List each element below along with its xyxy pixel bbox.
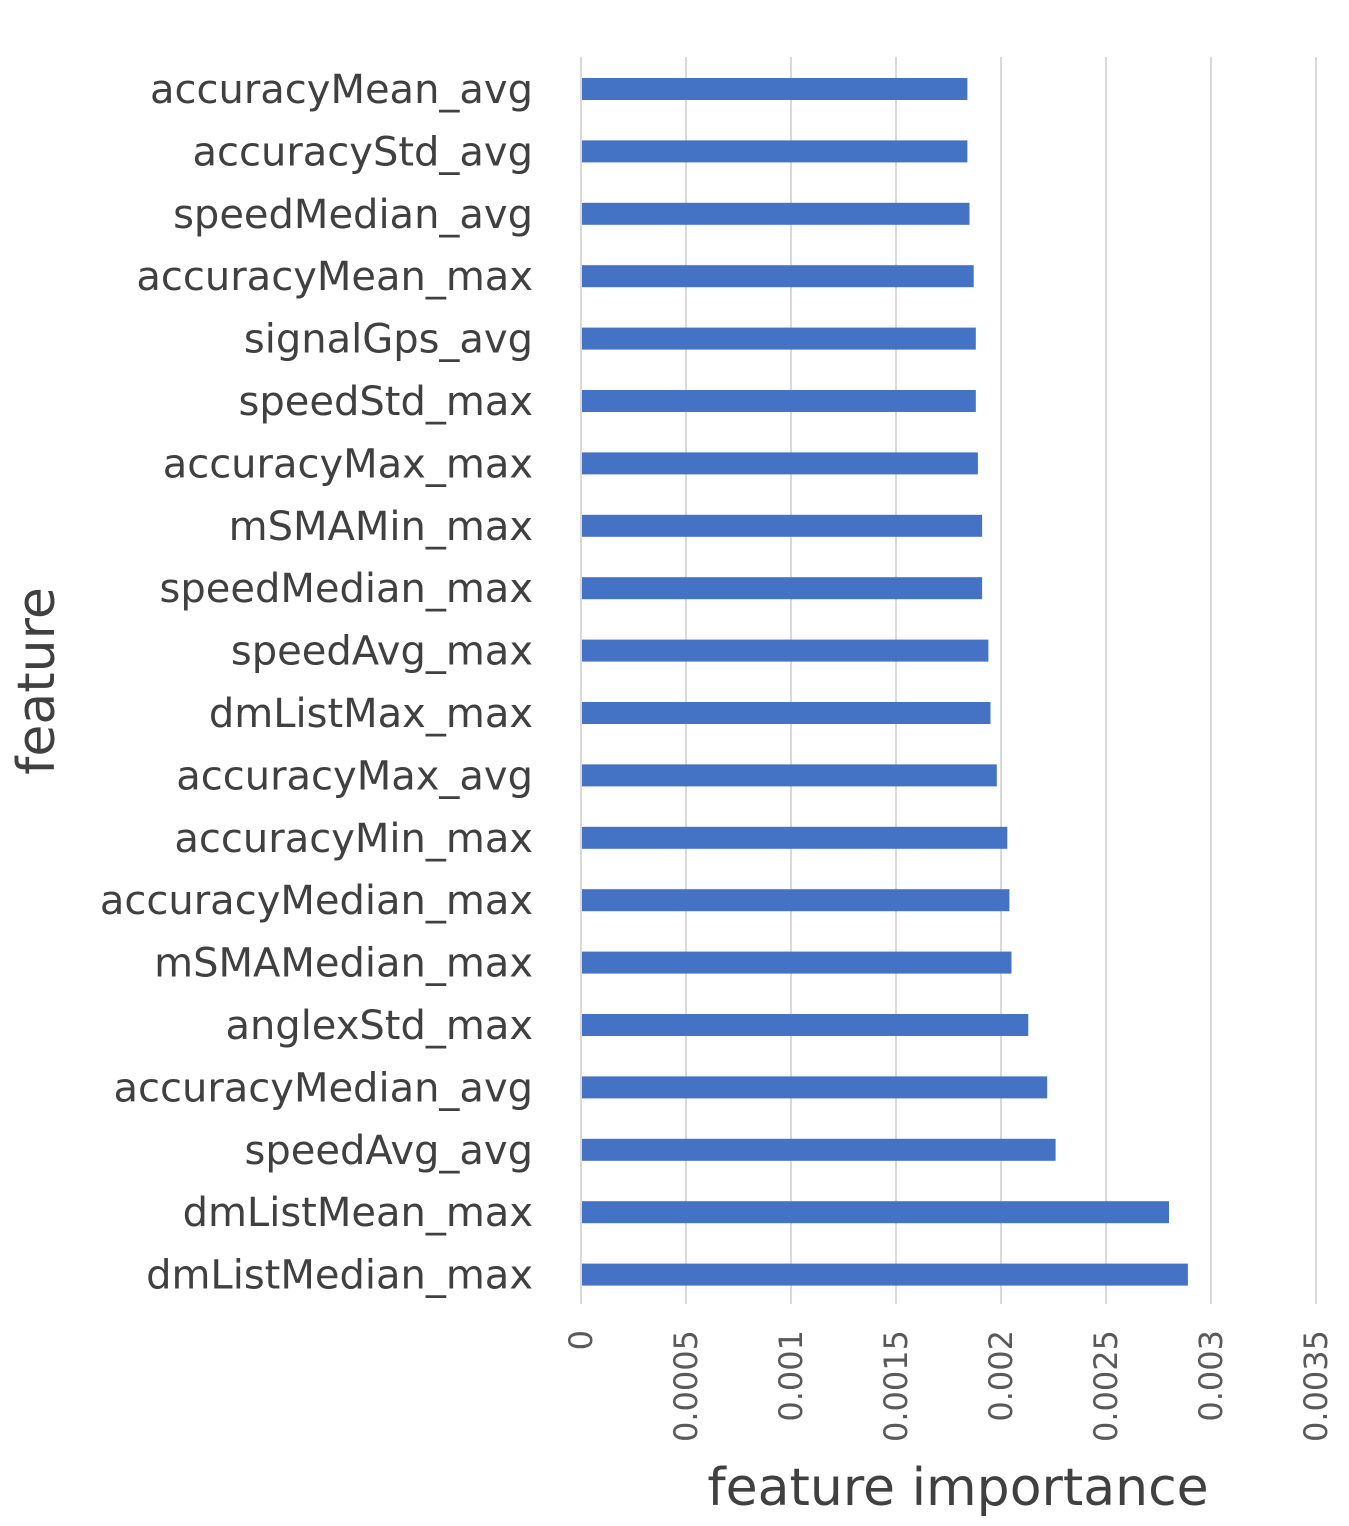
x-tick-label: 0.0015 (877, 1330, 915, 1442)
bar (581, 327, 976, 350)
category-label: accuracyMedian_avg (113, 1065, 533, 1111)
x-tick-label: 0.0005 (667, 1330, 705, 1442)
category-label: accuracyMean_max (136, 254, 533, 300)
category-label: speedAvg_avg (245, 1128, 534, 1174)
bar (581, 826, 1008, 849)
bar (581, 764, 997, 787)
category-label: accuracyMax_avg (176, 753, 533, 799)
bar (581, 78, 968, 100)
bar (581, 1076, 1048, 1099)
gridlines (685, 57, 1317, 1304)
category-labels: accuracyMean_avg accuracyStd_avg speedMedi… (100, 67, 533, 1299)
x-tick-label: 0.0035 (1297, 1330, 1335, 1442)
bar (581, 702, 991, 724)
x-axis-title: feature importance (707, 1458, 1208, 1518)
x-tick-label: 0.0025 (1087, 1330, 1125, 1442)
bar (581, 577, 983, 600)
bar (581, 1138, 1056, 1161)
y-axis-title: feature (7, 587, 67, 775)
category-label: accuracyMean_avg (150, 67, 533, 113)
bars (581, 78, 1188, 1286)
category-label: speedMedian_avg (173, 192, 533, 238)
x-tick-label: 0.003 (1192, 1330, 1230, 1422)
x-tick-label: 0 (562, 1330, 600, 1350)
category-label: speedStd_max (239, 379, 533, 425)
category-label: accuracyStd_avg (192, 129, 533, 175)
bar (581, 202, 970, 225)
category-label: speedMedian_max (160, 566, 533, 612)
x-tick-labels: 0 0.0005 0.001 0.0015 0.002 0.0025 0.003 0.0035 (562, 1330, 1335, 1442)
category-label: accuracyMax_max (163, 441, 533, 487)
x-tick-label: 0.001 (772, 1330, 810, 1422)
category-label: mSMAMedian_max (154, 941, 533, 987)
bar (581, 1014, 1029, 1036)
bar (581, 265, 974, 288)
bar (581, 390, 976, 412)
category-label: signalGps_avg (244, 317, 533, 363)
bar (581, 140, 968, 163)
bar (581, 889, 1010, 912)
bar (581, 951, 1012, 974)
bar (581, 1263, 1188, 1286)
category-label: dmListMean_max (183, 1190, 533, 1236)
category-label: dmListMax_max (209, 691, 533, 737)
bar (581, 452, 978, 475)
category-label: mSMAMin_max (229, 504, 533, 550)
bar (581, 1201, 1169, 1224)
category-label: anglexStd_max (225, 1003, 533, 1049)
bar (581, 639, 989, 662)
category-label: accuracyMin_max (174, 816, 533, 862)
x-tick-label: 0.002 (982, 1330, 1020, 1422)
category-label: accuracyMedian_max (100, 878, 533, 924)
bar (581, 514, 983, 537)
category-label: speedAvg_max (231, 629, 533, 675)
category-label: dmListMedian_max (146, 1253, 533, 1299)
